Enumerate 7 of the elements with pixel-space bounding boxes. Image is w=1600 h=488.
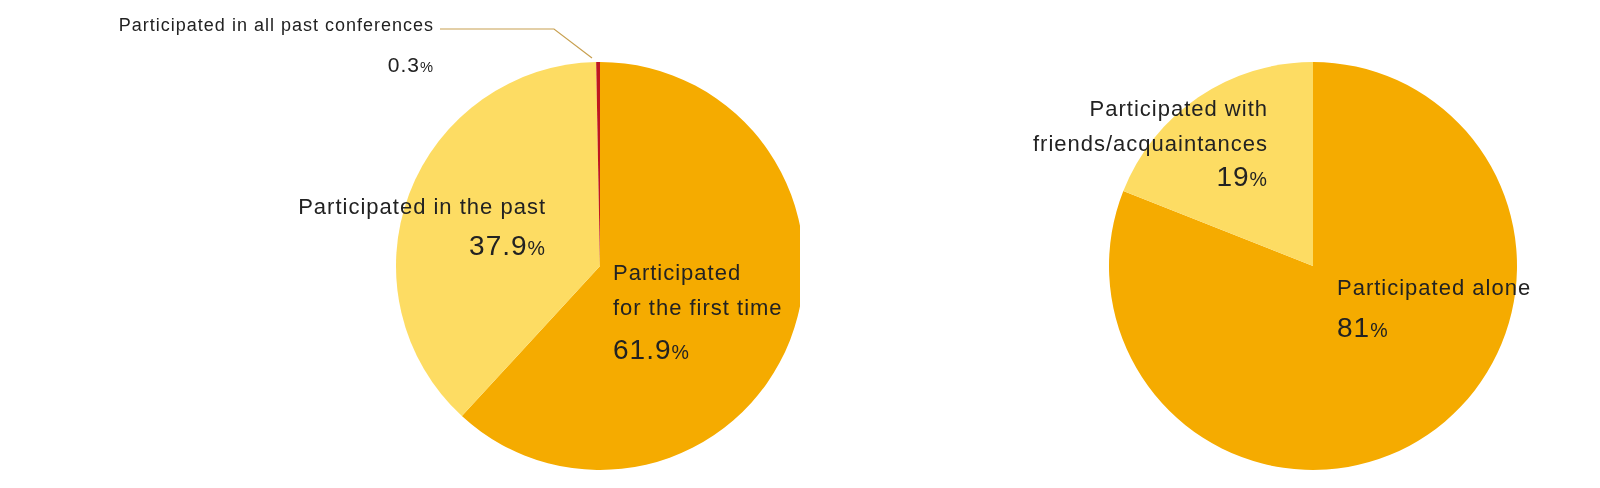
data-label: 19% — [1216, 161, 1268, 192]
data-label: 81% — [1337, 312, 1389, 343]
data-label: 61.9% — [613, 334, 690, 365]
data-label: 37.9% — [469, 230, 546, 261]
data-label: 0.3% — [387, 53, 434, 76]
slice-label: Participated for the first time — [613, 260, 783, 321]
slice-label: Participated in all past conferences — [118, 15, 434, 35]
